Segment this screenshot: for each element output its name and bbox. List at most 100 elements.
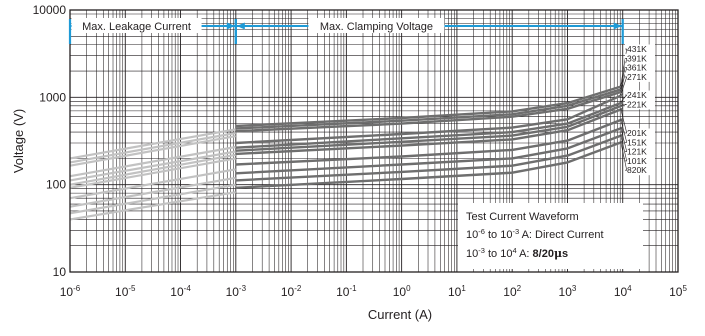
pulse-start-base: 10 — [466, 248, 478, 260]
x-tick-label: 10-3 — [226, 284, 247, 299]
dc-start-base: 10 — [466, 229, 478, 241]
series-line-clamping-121K — [235, 126, 624, 175]
pulse-waveform: 8/20 — [533, 248, 554, 260]
series-leader-line — [620, 48, 628, 87]
series-line-clamping-241K — [235, 101, 624, 149]
annotation-line-dc: 10-6 to 10-3 A: Direct Current — [466, 227, 604, 241]
series-line-leakage-271K — [69, 145, 236, 178]
series-label-431K: 431K — [627, 44, 647, 54]
series-label-361K: 361K — [627, 63, 647, 73]
series-line-clamping-391K — [235, 87, 624, 130]
series-line-clamping-271K — [235, 93, 624, 145]
region-brackets: Max. Leakage Current Max. Clamping Voltag… — [68, 18, 624, 44]
series-line-clamping-101K — [235, 133, 624, 182]
pulse-unit: s — [562, 248, 568, 260]
x-tick-label: 102 — [503, 284, 521, 299]
series-label-221K: 221K — [627, 99, 647, 109]
series-label-background — [625, 53, 655, 64]
series-label-background — [625, 137, 655, 148]
series-label-101K: 101K — [627, 156, 647, 166]
x-tick-label: 104 — [614, 284, 632, 299]
series-leader-line — [620, 108, 628, 134]
series-leader-line — [620, 76, 628, 95]
series-label-background — [625, 63, 655, 73]
region-label-background — [308, 18, 445, 33]
series-leader-line — [620, 94, 628, 103]
series-leader-line — [620, 67, 628, 92]
series-line-clamping-221K — [235, 104, 624, 152]
test-waveform-box: Test Current Waveform 10-6 to 10-3 A: Di… — [458, 203, 643, 269]
plot-frame — [69, 9, 679, 273]
pulse-mu: μ — [554, 247, 562, 260]
series-label-background — [625, 147, 655, 157]
x-tick-label: 10-6 — [60, 284, 81, 299]
x-tick-label: 105 — [669, 284, 687, 299]
series-line-leakage-121K — [69, 176, 236, 208]
series-label-151K: 151K — [627, 137, 647, 147]
x-tick-label: 103 — [559, 284, 577, 299]
y-tick-label: 100 — [46, 178, 66, 192]
annotation-background — [458, 203, 643, 269]
annotation-line-pulse: 10-3 to 104 A: 8/20μs — [466, 246, 568, 260]
series-line-leakage-241K — [69, 150, 236, 182]
region-arrowhead-left — [236, 22, 245, 30]
series-label-background — [625, 165, 655, 176]
series-line-clamping-431K — [235, 84, 624, 128]
y-axis-label: Voltage (V) — [11, 109, 26, 173]
series-label-121K: 121K — [627, 147, 647, 157]
y-tick-label: 10 — [53, 265, 67, 279]
region-arrowhead-right — [226, 22, 235, 30]
series-label-271K: 271K — [627, 72, 647, 82]
series-leader-line — [620, 141, 628, 171]
series-leader-line — [620, 127, 628, 152]
dc-start-exp: -6 — [478, 227, 485, 236]
x-tick-label: 10-5 — [115, 284, 136, 299]
series-lines — [69, 84, 624, 221]
series-leader-line — [620, 57, 628, 89]
series-line-clamping-820K — [235, 140, 624, 189]
series-line-leakage-221K — [69, 153, 236, 186]
series-leader-line — [620, 104, 627, 106]
series-line-leakage-361K — [69, 135, 236, 167]
dc-to-text: to — [485, 229, 500, 241]
series-label-background — [625, 90, 655, 100]
series-line-clamping-361K — [235, 90, 624, 133]
pulse-end-base: 10 — [500, 248, 512, 260]
dc-description: A: Direct Current — [519, 229, 603, 241]
series-line-clamping-201K — [235, 107, 624, 156]
dc-end-base: 10 — [500, 229, 512, 241]
series-leader-line — [620, 134, 628, 162]
series-label-background — [625, 99, 655, 110]
x-tick-label: 101 — [448, 284, 466, 299]
series-line-leakage-201K — [69, 157, 236, 189]
region-label: Max. Leakage Current — [82, 21, 191, 33]
series-line-leakage-820K — [69, 191, 236, 221]
series-line-leakage-431K — [69, 128, 236, 160]
series-line-leakage-151K — [69, 168, 236, 200]
region-arrowhead-right — [613, 22, 622, 30]
series-label-391K: 391K — [627, 53, 647, 63]
x-tick-label: 10-2 — [281, 284, 302, 299]
series-label-241K: 241K — [627, 90, 647, 100]
pulse-start-exp: -3 — [478, 246, 485, 255]
series-label-201K: 201K — [627, 128, 647, 138]
y-tick-label: 10000 — [33, 3, 67, 17]
pulse-description: A: — [517, 248, 533, 260]
pulse-end-exp: 4 — [512, 246, 516, 255]
dc-end-exp: -3 — [512, 227, 519, 236]
annotation-title: Test Current Waveform — [466, 211, 579, 223]
series-label-background — [625, 44, 655, 54]
series-label-820K: 820K — [627, 165, 647, 175]
series-label-background — [625, 128, 655, 138]
x-tick-label: 100 — [393, 284, 411, 299]
y-tick-label: 1000 — [39, 90, 66, 104]
series-leader-line — [620, 119, 628, 143]
x-axis-label: Current (A) — [368, 307, 432, 322]
series-line-clamping-151K — [235, 118, 624, 166]
series-line-leakage-391K — [69, 131, 236, 164]
series-label-background — [625, 156, 655, 166]
